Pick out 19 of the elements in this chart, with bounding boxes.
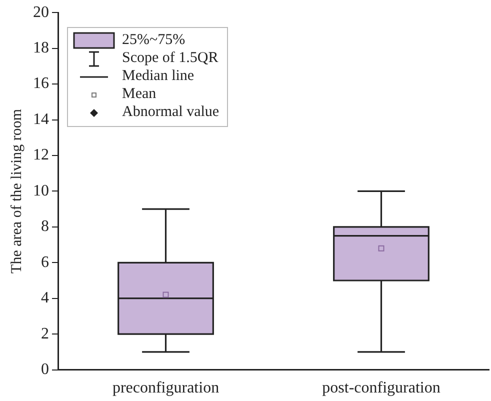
y-tick-label: 0 (41, 361, 49, 378)
x-tick-label: preconfiguration (112, 380, 220, 397)
y-tick-label: 8 (41, 218, 49, 236)
y-tick-label: 16 (33, 75, 49, 92)
y-tick-label: 12 (33, 146, 49, 164)
y-tick-label: 6 (41, 254, 49, 271)
y-tick-label: 2 (41, 325, 49, 342)
annotation: Mean (122, 86, 156, 104)
y-tick-label: 4 (41, 290, 49, 307)
y-tick-label: 18 (33, 40, 49, 57)
y-tick-label: 10 (33, 182, 49, 200)
annotation: 25%~75% (122, 32, 186, 50)
annotation: Abnormal value (122, 104, 220, 122)
y-tick-label: 14 (33, 110, 49, 128)
y-axis-title: The area of the living room (8, 108, 25, 274)
annotation: Scope of 1.5QR (122, 50, 218, 68)
annotation: Median line (122, 68, 194, 86)
y-tick-label: 20 (33, 4, 49, 21)
x-tick-label: post-configuration (322, 380, 440, 397)
